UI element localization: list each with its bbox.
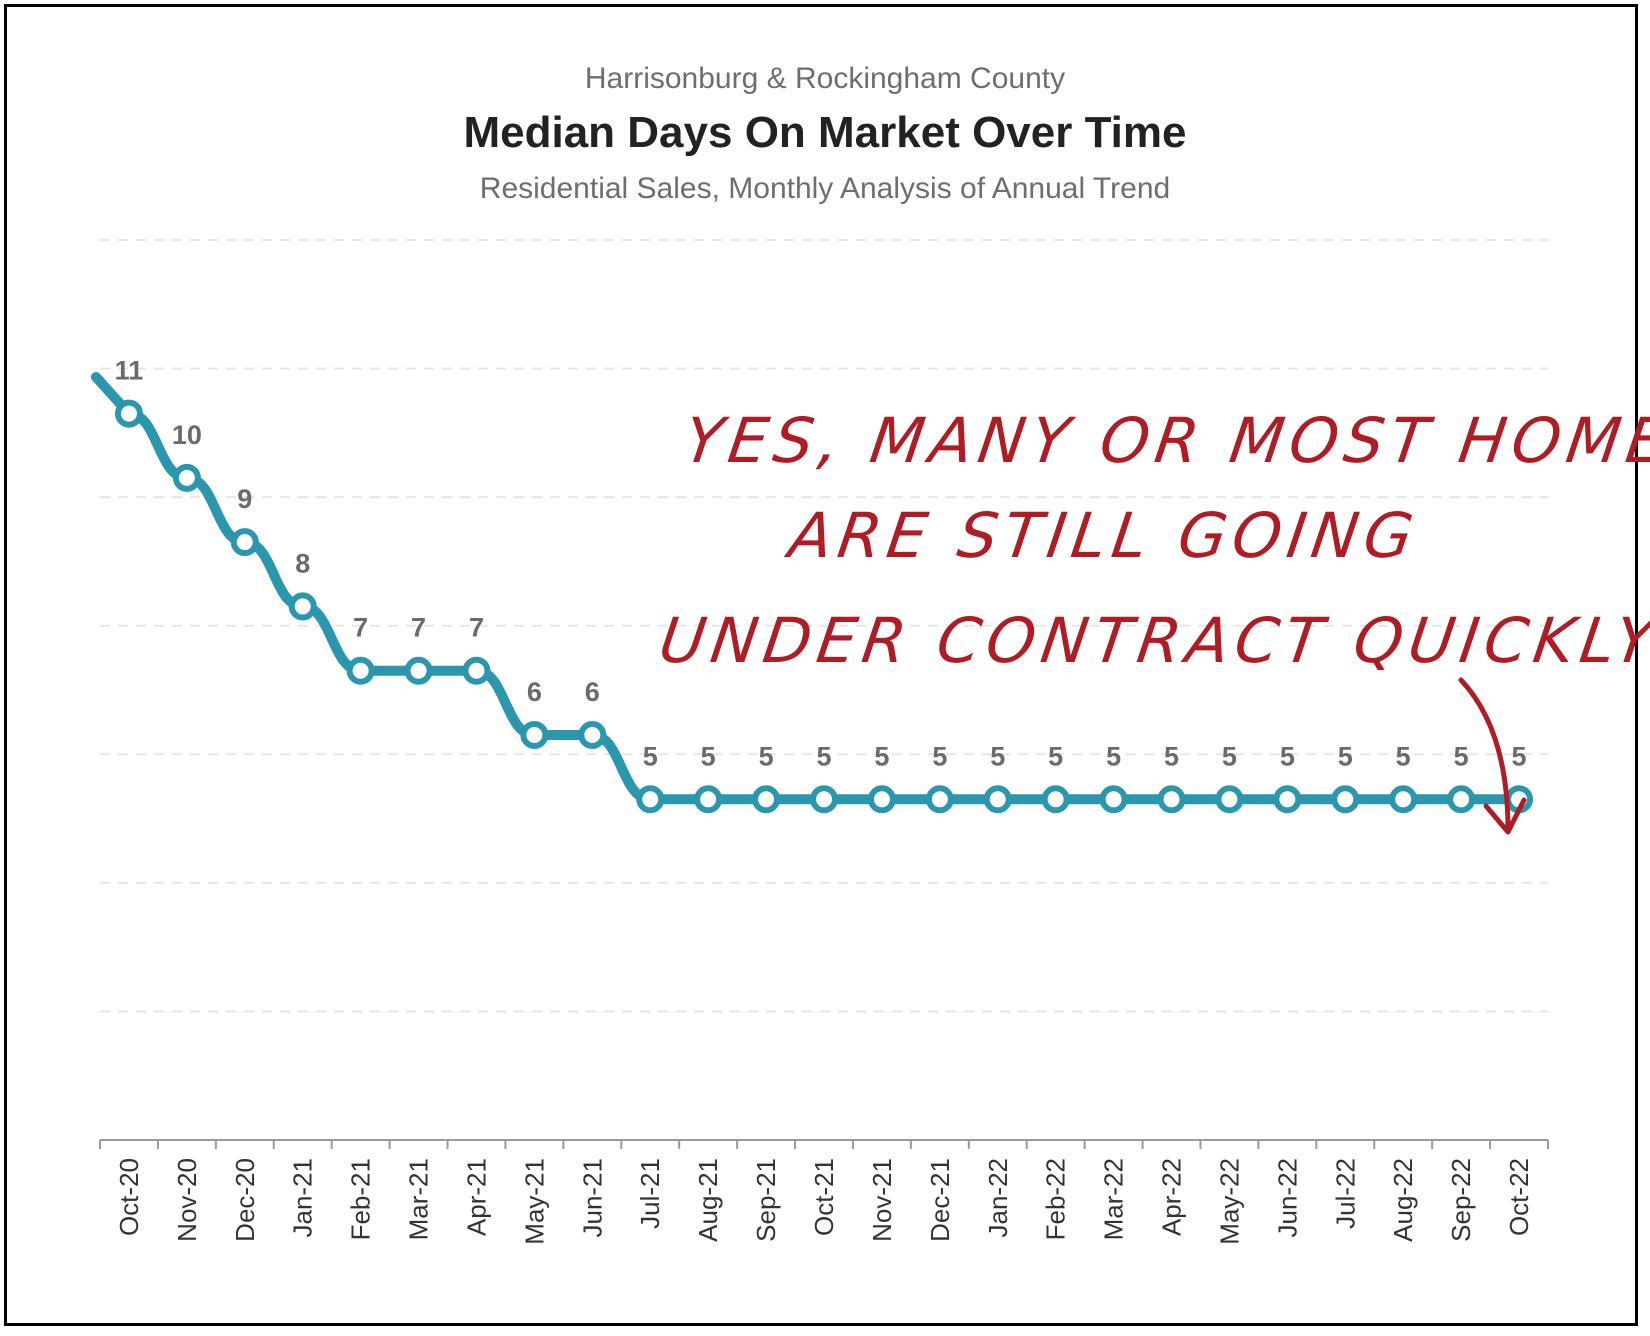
- data-label: 5: [1280, 741, 1295, 771]
- chart-title: Median Days On Market Over Time: [463, 108, 1187, 157]
- data-point: [1273, 785, 1302, 814]
- data-point: [404, 656, 433, 685]
- data-point: [114, 399, 143, 428]
- data-point: [462, 656, 491, 685]
- data-label: 5: [1338, 741, 1353, 771]
- data-point: [925, 785, 954, 814]
- chart-subtitle: Residential Sales, Monthly Analysis of A…: [479, 172, 1171, 205]
- data-label: 7: [411, 613, 426, 643]
- data-point: [694, 785, 723, 814]
- data-label: 5: [1512, 741, 1527, 771]
- data-point: [288, 592, 317, 621]
- data-label: 11: [115, 356, 144, 386]
- annotation-line-2: ARE STILL GOING: [784, 499, 1424, 572]
- chart-frame: [4, 4, 1638, 1326]
- data-point: [1331, 785, 1360, 814]
- x-tick-label: Feb-22: [1041, 1158, 1071, 1240]
- data-label: 5: [816, 741, 831, 771]
- data-label: 5: [1396, 741, 1411, 771]
- annotation-arrow: [1458, 677, 1527, 835]
- data-label: 5: [1164, 741, 1179, 771]
- x-tick-label: Feb-21: [346, 1158, 376, 1240]
- data-point: [346, 656, 375, 685]
- x-axis: [99, 1139, 1549, 1149]
- annotation-line-1: YES, MANY OR MOST HOMES: [679, 404, 1650, 477]
- data-point: [867, 785, 896, 814]
- data-label: 5: [759, 741, 774, 771]
- gridlines: [100, 239, 1548, 1013]
- data-label: 5: [1106, 741, 1121, 771]
- data-label: 5: [874, 741, 889, 771]
- data-label: 6: [585, 677, 600, 707]
- annotation-line-3: UNDER CONTRACT QUICKLY: [654, 604, 1650, 677]
- data-point: [1389, 785, 1418, 814]
- chart-supertitle: Harrisonburg & Rockingham County: [584, 62, 1066, 95]
- data-label: 5: [1048, 741, 1063, 771]
- x-tick-label: Aug-21: [693, 1158, 723, 1242]
- data-label: 9: [237, 484, 252, 514]
- x-tick-label: Jan-21: [288, 1158, 318, 1238]
- x-tick-label: May-21: [519, 1158, 549, 1245]
- data-label: 5: [990, 741, 1005, 771]
- x-tick-labels: Oct-20 Nov-20 Dec-20 Jan-21 Feb-21 Mar-21 Apr-…: [114, 1158, 1534, 1245]
- data-points: [114, 399, 1534, 814]
- x-tick-label: Oct-21: [809, 1158, 839, 1236]
- x-tick-label: Nov-21: [867, 1158, 897, 1242]
- x-tick-label: Mar-21: [404, 1158, 434, 1240]
- x-tick-label: Nov-20: [172, 1158, 202, 1242]
- data-point: [230, 528, 259, 557]
- x-tick-label: Sep-21: [751, 1158, 781, 1242]
- x-tick-label: Mar-22: [1099, 1158, 1129, 1240]
- data-point: [520, 721, 549, 749]
- data-point: [1215, 785, 1244, 814]
- data-label: 6: [527, 677, 542, 707]
- data-point: [1041, 785, 1070, 814]
- x-tick-label: Jul-22: [1330, 1158, 1360, 1229]
- data-label: 5: [701, 741, 716, 771]
- x-tick-label: Jun-22: [1272, 1158, 1302, 1238]
- data-point: [1099, 785, 1128, 814]
- data-point: [172, 463, 201, 492]
- data-point: [983, 785, 1012, 814]
- data-labels: 11 10 9 8 7 7 7 6 6 5 5 5 5 5 5 5 5 5 5 5 5 5 5 5 5: [115, 356, 1527, 772]
- x-tick-label: Dec-21: [925, 1158, 955, 1242]
- x-tick-label: Apr-22: [1157, 1158, 1187, 1236]
- x-tick-label: Sep-22: [1446, 1158, 1476, 1242]
- data-point: [752, 785, 781, 814]
- data-label: 7: [469, 613, 484, 643]
- data-label: 8: [295, 548, 310, 578]
- data-label: 5: [643, 741, 658, 771]
- x-tick-label: Jul-21: [635, 1158, 665, 1229]
- data-label: 7: [353, 613, 368, 643]
- x-tick-label: Jun-21: [577, 1158, 607, 1238]
- data-point: [1447, 785, 1476, 814]
- x-tick-label: Oct-22: [1504, 1158, 1534, 1236]
- data-point: [578, 721, 607, 749]
- data-label: 10: [172, 420, 202, 450]
- x-tick-label: Aug-22: [1388, 1158, 1418, 1242]
- x-tick-label: Apr-21: [461, 1158, 491, 1236]
- data-point: [810, 785, 838, 814]
- data-label: 5: [1454, 741, 1469, 771]
- x-tick-label: May-22: [1214, 1158, 1244, 1245]
- data-label: 5: [1222, 741, 1237, 771]
- x-tick-label: Dec-20: [230, 1158, 260, 1242]
- data-label: 5: [932, 741, 947, 771]
- x-tick-label: Oct-20: [114, 1158, 144, 1236]
- data-point: [1157, 785, 1186, 814]
- data-point: [636, 785, 665, 814]
- x-tick-label: Jan-22: [983, 1158, 1013, 1238]
